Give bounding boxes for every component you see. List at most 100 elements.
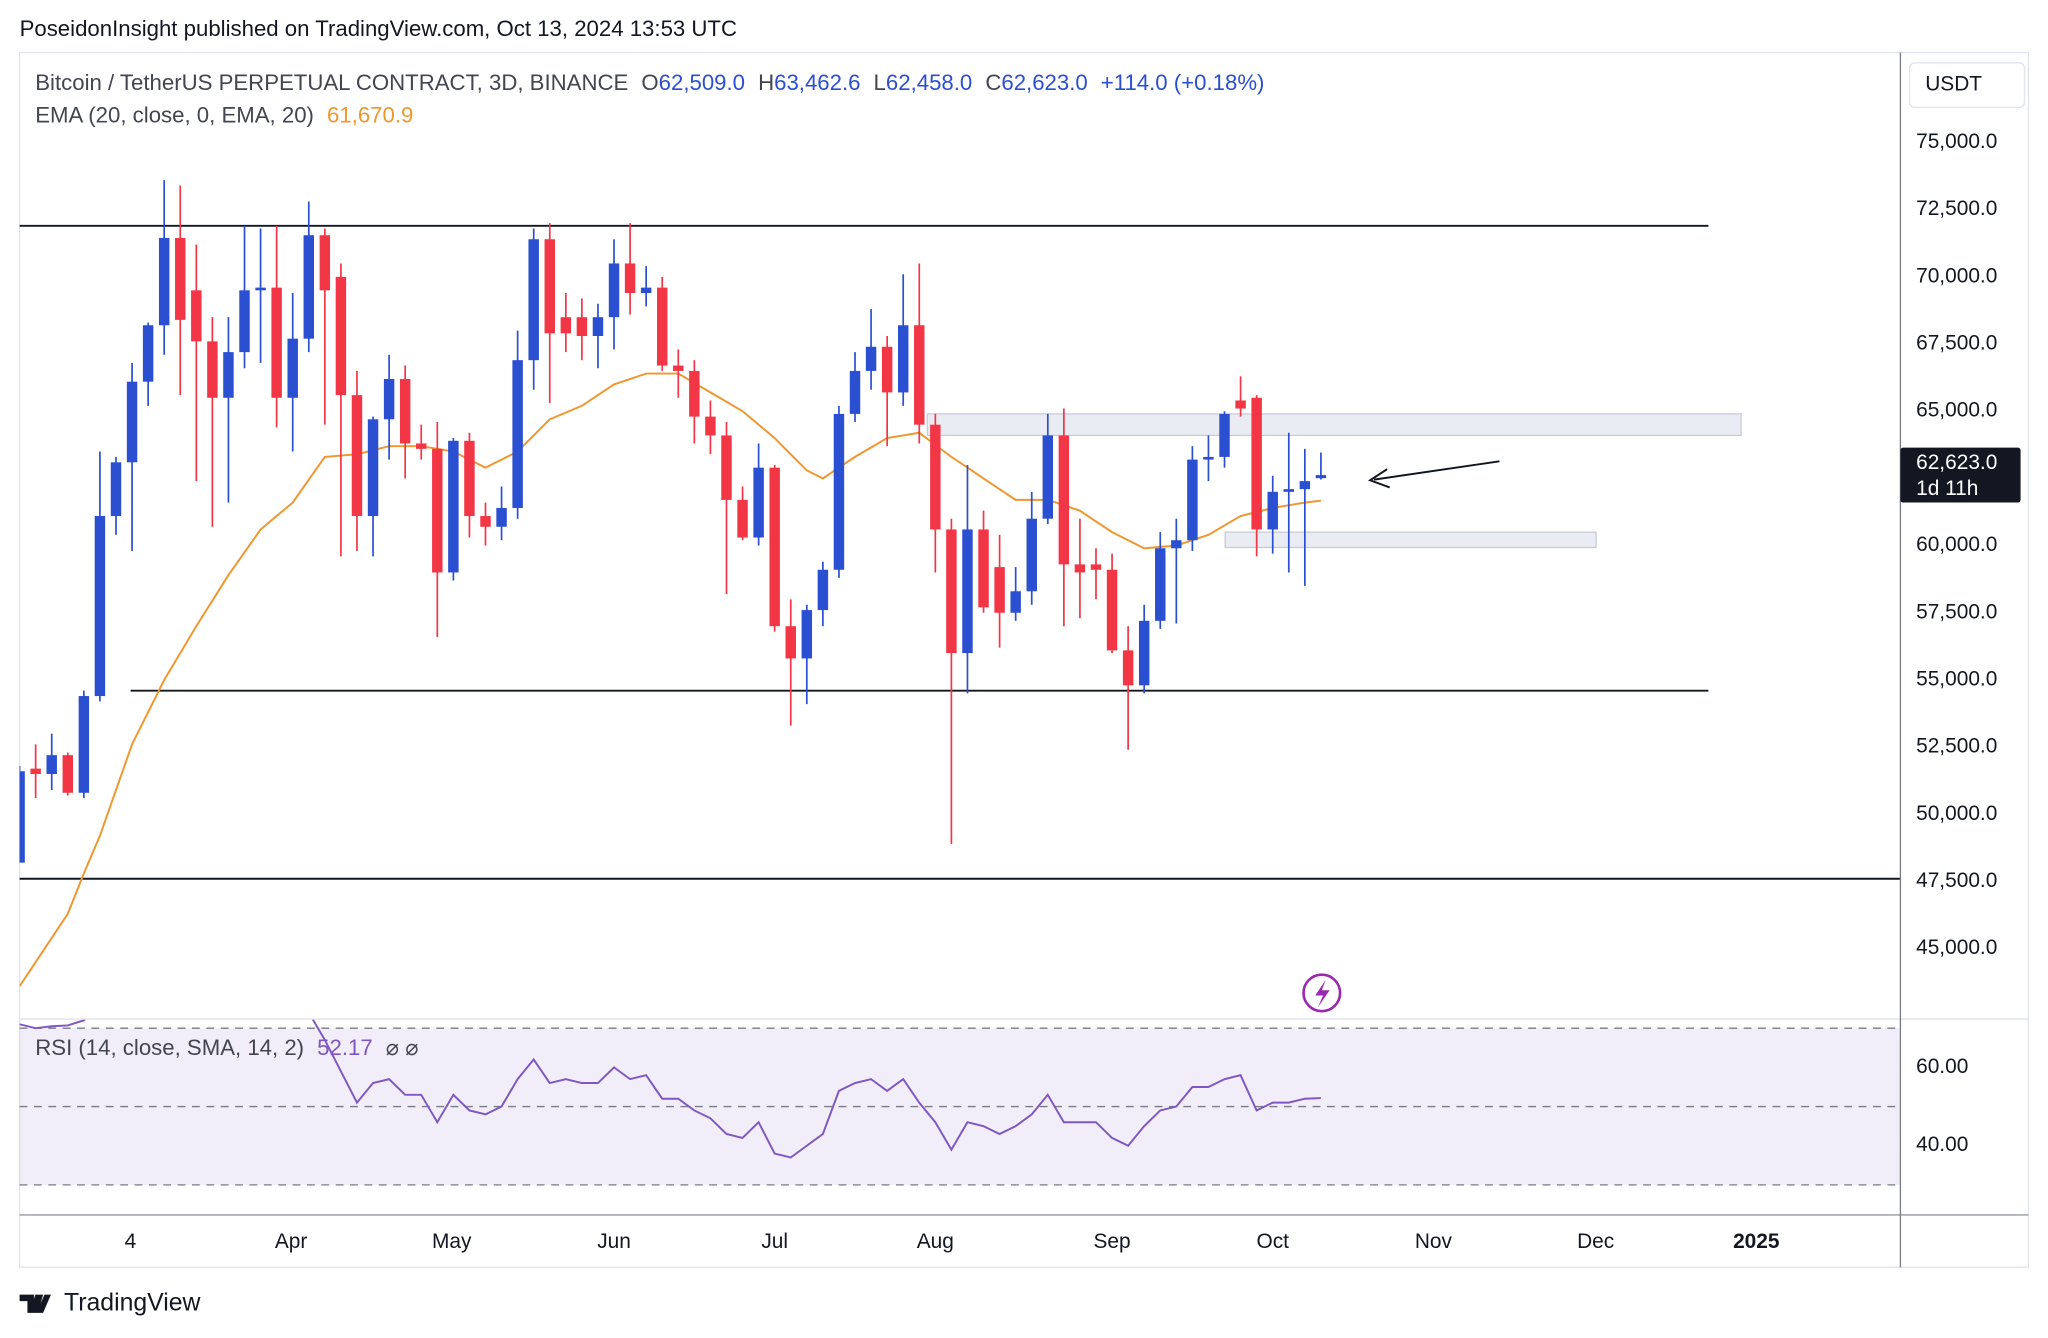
candle-body <box>833 413 845 570</box>
candle-body <box>1058 435 1070 565</box>
candle-body <box>914 325 925 425</box>
candle-body <box>1203 456 1214 460</box>
candle-body <box>207 341 218 398</box>
candle-body <box>721 435 732 500</box>
zone <box>926 413 1742 437</box>
candle-body <box>416 443 427 449</box>
candle-body <box>560 317 572 334</box>
candle-body <box>496 507 507 527</box>
candle-body <box>1251 397 1262 530</box>
candle-body <box>1315 475 1327 479</box>
y-tick-label: 50,000.0 <box>1916 802 1997 825</box>
h-label: H <box>758 70 774 95</box>
candle-body <box>175 237 186 320</box>
currency: USDT <box>1925 73 1982 96</box>
candle-body <box>142 325 154 382</box>
c-label: C <box>985 70 1001 95</box>
candle-body <box>817 569 829 611</box>
candle-body <box>191 290 202 342</box>
l-label: L <box>874 70 886 95</box>
y-tick-label: 52,500.0 <box>1916 735 1997 758</box>
candle-body <box>1122 650 1134 686</box>
candle-body <box>255 287 266 291</box>
rsi-legend: RSI (14, close, SMA, 14, 2) 52.17 ⌀ ⌀ <box>35 1035 418 1060</box>
candle-body <box>1106 569 1118 651</box>
candle-body <box>1026 518 1037 592</box>
candle-body <box>753 467 764 538</box>
candle-body <box>62 755 74 793</box>
candle-body <box>705 416 716 436</box>
y-tick-label: 65,000.0 <box>1916 399 1997 422</box>
candle-body <box>94 516 106 697</box>
brand-logo: TradingView <box>19 1289 201 1316</box>
symbol: Bitcoin / TetherUS PERPETUAL CONTRACT, 3… <box>35 70 628 95</box>
candle-body <box>801 610 813 659</box>
x-tick-label: 4 <box>125 1230 137 1253</box>
candle-body <box>319 235 331 291</box>
candle-body <box>769 467 780 627</box>
candle-body <box>544 239 555 334</box>
arrow-head <box>1367 468 1391 489</box>
currency-button[interactable] <box>1908 62 2026 109</box>
rsi-tick-label: 60.00 <box>1916 1055 1968 1078</box>
change: +114.0 (+0.18%) <box>1101 70 1265 95</box>
candle-body <box>30 768 41 774</box>
price-tag-countdown: 1d 11h <box>1916 477 1978 500</box>
x-tick-label: Jul <box>761 1230 788 1253</box>
rsi-extra: ⌀ ⌀ <box>386 1035 419 1060</box>
candle-body <box>399 378 411 444</box>
candle-body <box>978 529 989 608</box>
rsi-line <box>19 1019 1321 1159</box>
ema-legend: EMA (20, close, 0, EMA, 20) 61,670.9 <box>35 102 413 127</box>
y-tick-label: 45,000.0 <box>1916 936 1997 959</box>
candle-body <box>785 626 796 659</box>
rsi-name: RSI (14, close, SMA, 14, 2) <box>35 1035 304 1060</box>
candle-body <box>1171 540 1182 549</box>
candle-body <box>46 755 57 774</box>
candle-body <box>335 276 347 396</box>
rsi-tick-label: 40.00 <box>1916 1133 1968 1156</box>
o-label: O <box>641 70 658 95</box>
rsi-value: 52.17 <box>317 1035 373 1060</box>
y-tick-label: 72,500.0 <box>1916 197 1997 220</box>
y-tick-label: 70,000.0 <box>1916 264 1997 287</box>
candle-body <box>351 395 363 517</box>
brand: TradingView <box>64 1289 201 1316</box>
x-tick-label: Apr <box>275 1230 308 1253</box>
candle-body <box>608 263 620 318</box>
candle-body <box>19 771 25 863</box>
candle-body <box>689 370 700 417</box>
candle-body <box>1267 491 1278 530</box>
candle-body <box>1138 620 1150 686</box>
event-bolt <box>1315 979 1330 1008</box>
ema-value: 61,670.9 <box>327 102 413 127</box>
candle-body <box>1010 591 1021 613</box>
candle-body <box>432 448 443 573</box>
symbol-legend: Bitcoin / TetherUS PERPETUAL CONTRACT, 3… <box>35 70 1264 95</box>
y-tick-label: 67,500.0 <box>1916 332 1997 355</box>
ema-line <box>19 372 1322 987</box>
candle-body <box>1235 400 1246 409</box>
candle-body <box>897 325 909 393</box>
candle-body <box>1187 459 1198 541</box>
candle-body <box>303 235 314 339</box>
candle-body <box>946 529 957 654</box>
price-pane <box>19 180 1901 987</box>
y-tick-label: 55,000.0 <box>1916 667 1997 690</box>
candle-body <box>1090 564 1102 570</box>
candle-body <box>1283 489 1295 492</box>
zone <box>1224 531 1597 549</box>
candle-body <box>881 346 893 393</box>
o-value: 62,509.0 <box>659 70 745 95</box>
candle-body <box>994 567 1005 613</box>
candle-body <box>1299 481 1311 490</box>
l-value: 62,458.0 <box>886 70 972 95</box>
candle-body <box>512 360 523 508</box>
candle-body <box>239 290 250 353</box>
y-tick-label: 60,000.0 <box>1916 533 1997 556</box>
c-value: 62,623.0 <box>1001 70 1087 95</box>
x-tick-label: Dec <box>1577 1230 1614 1253</box>
y-tick-label: 57,500.0 <box>1916 600 1997 623</box>
x-tick-label: Nov <box>1415 1230 1453 1253</box>
